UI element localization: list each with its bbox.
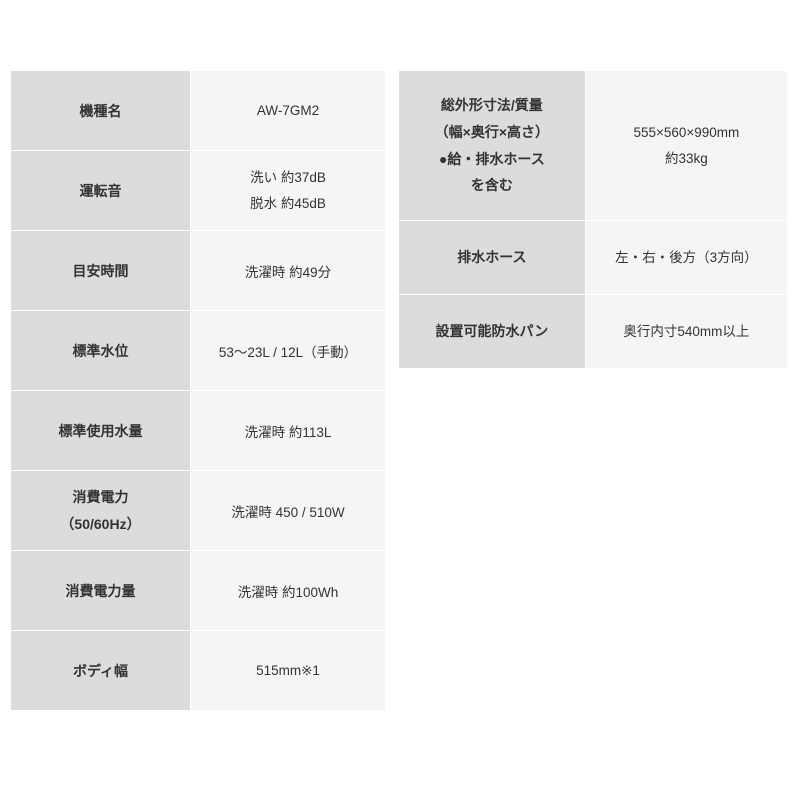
spec-value: 奥行内寸540mm以上 <box>585 295 787 369</box>
spec-value: 左・右・後方（3方向） <box>585 221 787 295</box>
spec-table-left: 機種名AW-7GM2運転音洗い 約37dB脱水 約45dB目安時間洗濯時 約49… <box>10 70 386 711</box>
table-row: 機種名AW-7GM2 <box>11 71 386 151</box>
spec-label: 目安時間 <box>11 231 191 311</box>
spec-label: 標準水位 <box>11 311 191 391</box>
spec-value: 洗濯時 約113L <box>191 391 386 471</box>
spec-value: 53～23L / 12L（手動） <box>191 311 386 391</box>
table-row: 目安時間洗濯時 約49分 <box>11 231 386 311</box>
spec-value: AW-7GM2 <box>191 71 386 151</box>
spec-label: 運転音 <box>11 151 191 231</box>
spec-value: 洗い 約37dB脱水 約45dB <box>191 151 386 231</box>
table-row: ボディ幅515mm※1 <box>11 631 386 711</box>
spec-label: 総外形寸法/質量（幅×奥行×高さ）●給・排水ホースを含む <box>399 71 586 221</box>
spec-label: 標準使用水量 <box>11 391 191 471</box>
table-row: 消費電力（50/60Hz）洗濯時 450 / 510W <box>11 471 386 551</box>
table-row: 総外形寸法/質量（幅×奥行×高さ）●給・排水ホースを含む555×560×990m… <box>399 71 788 221</box>
spec-value: 洗濯時 約49分 <box>191 231 386 311</box>
spec-container: 機種名AW-7GM2運転音洗い 約37dB脱水 約45dB目安時間洗濯時 約49… <box>10 10 790 711</box>
spec-value: 洗濯時 約100Wh <box>191 551 386 631</box>
spec-value: 洗濯時 450 / 510W <box>191 471 386 551</box>
table-row: 標準使用水量洗濯時 約113L <box>11 391 386 471</box>
table-row: 消費電力量洗濯時 約100Wh <box>11 551 386 631</box>
spec-value: 515mm※1 <box>191 631 386 711</box>
table-row: 排水ホース左・右・後方（3方向） <box>399 221 788 295</box>
spec-value: 555×560×990mm約33kg <box>585 71 787 221</box>
spec-label: 消費電力量 <box>11 551 191 631</box>
spec-label: ボディ幅 <box>11 631 191 711</box>
spec-label: 機種名 <box>11 71 191 151</box>
left-table-body: 機種名AW-7GM2運転音洗い 約37dB脱水 約45dB目安時間洗濯時 約49… <box>11 71 386 711</box>
spec-table-right: 総外形寸法/質量（幅×奥行×高さ）●給・排水ホースを含む555×560×990m… <box>398 70 788 369</box>
right-table-body: 総外形寸法/質量（幅×奥行×高さ）●給・排水ホースを含む555×560×990m… <box>399 71 788 369</box>
spec-label: 排水ホース <box>399 221 586 295</box>
table-row: 設置可能防水パン奥行内寸540mm以上 <box>399 295 788 369</box>
spec-label: 設置可能防水パン <box>399 295 586 369</box>
spec-label: 消費電力（50/60Hz） <box>11 471 191 551</box>
table-row: 運転音洗い 約37dB脱水 約45dB <box>11 151 386 231</box>
table-row: 標準水位53～23L / 12L（手動） <box>11 311 386 391</box>
